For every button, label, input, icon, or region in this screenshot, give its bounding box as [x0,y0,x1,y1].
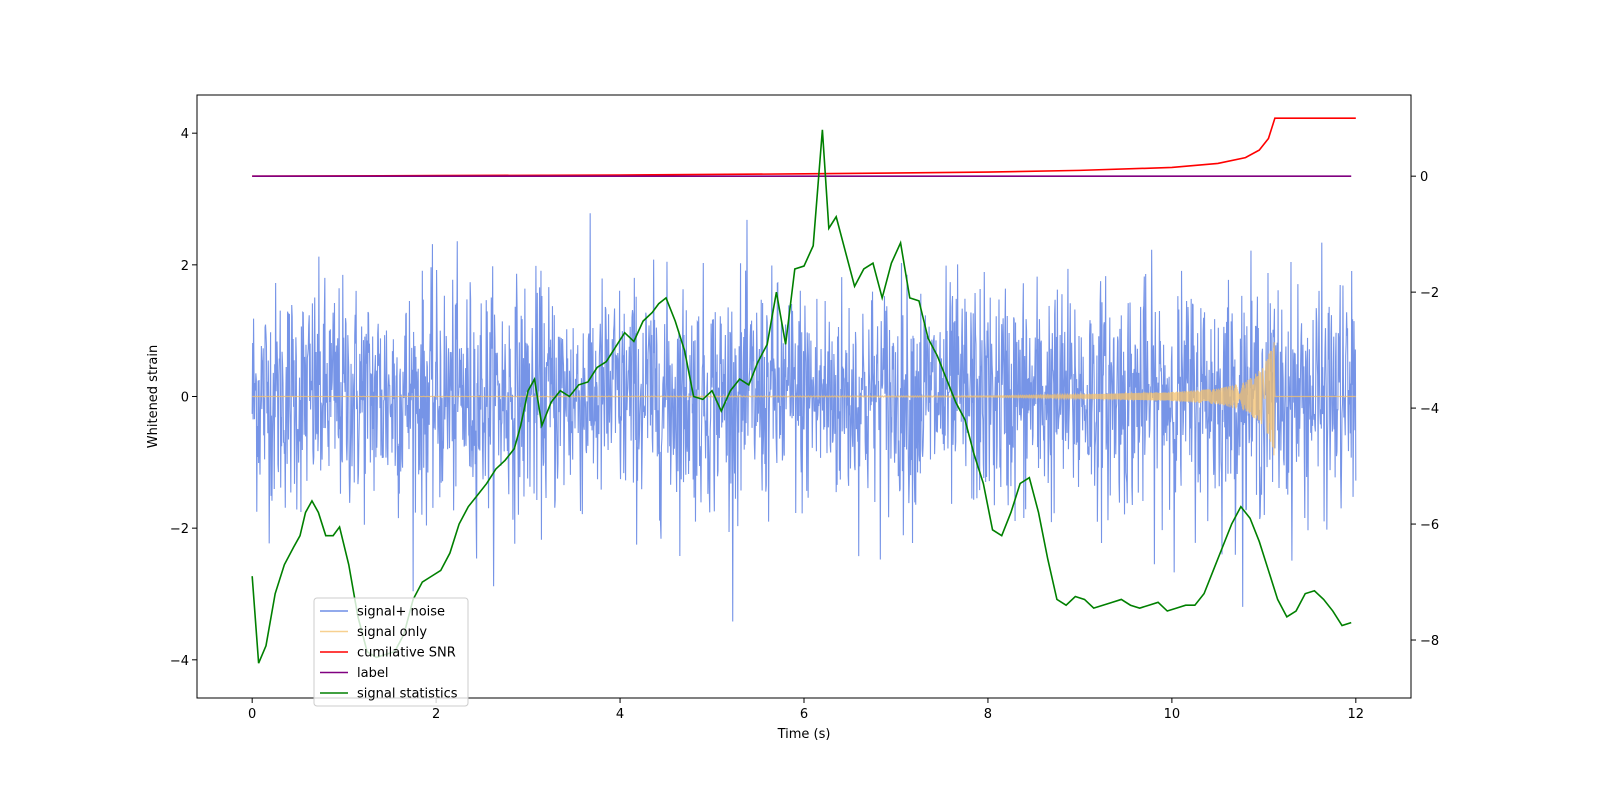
x-tick-label: 2 [432,707,440,722]
x-tick-label: 4 [616,707,624,722]
y2-tick-label: −2 [1420,286,1439,301]
y-tick-label: −4 [170,654,189,669]
x-tick-label: 8 [984,707,992,722]
y-tick-label: 4 [181,127,189,142]
legend-entry-label: signal statistics [357,687,458,702]
x-tick-label: 10 [1164,707,1181,722]
series-signal-noise-line [251,213,1357,622]
legend-entry-label: signal only [357,625,427,640]
y2-tick-label: −4 [1420,402,1439,417]
y-axis-left: −4 −2 0 2 4 [170,127,197,669]
y-tick-label: 2 [181,259,189,274]
y2-tick-label: −6 [1420,518,1439,533]
y2-tick-label: 0 [1420,170,1428,185]
x-tick-label: 0 [248,707,256,722]
series-signal-statistics-line [251,129,1352,664]
series-signal-only-line [252,342,1356,456]
x-axis: 0 2 4 6 8 10 12 [248,698,1364,722]
y2-tick-label: −8 [1420,634,1439,649]
legend-entry-label: label [357,666,388,681]
legend: signal+ noise signal only cumilative SNR la… [313,597,469,707]
y-axis-right: −8 −6 −4 −2 0 [1411,170,1439,649]
legend-box [313,597,469,707]
y-tick-label: −2 [170,522,189,537]
plot-area [251,117,1357,664]
legend-entry-label: signal+ noise [357,605,445,620]
y-axis-label: Whitened strain [146,345,161,448]
y-tick-label: 0 [181,391,189,406]
x-axis-label: Time (s) [777,727,831,742]
x-tick-label: 6 [800,707,808,722]
x-tick-label: 12 [1348,707,1365,722]
legend-entry-label: cumilative SNR [357,646,456,661]
series-cumulative-snr-line [252,117,1356,177]
